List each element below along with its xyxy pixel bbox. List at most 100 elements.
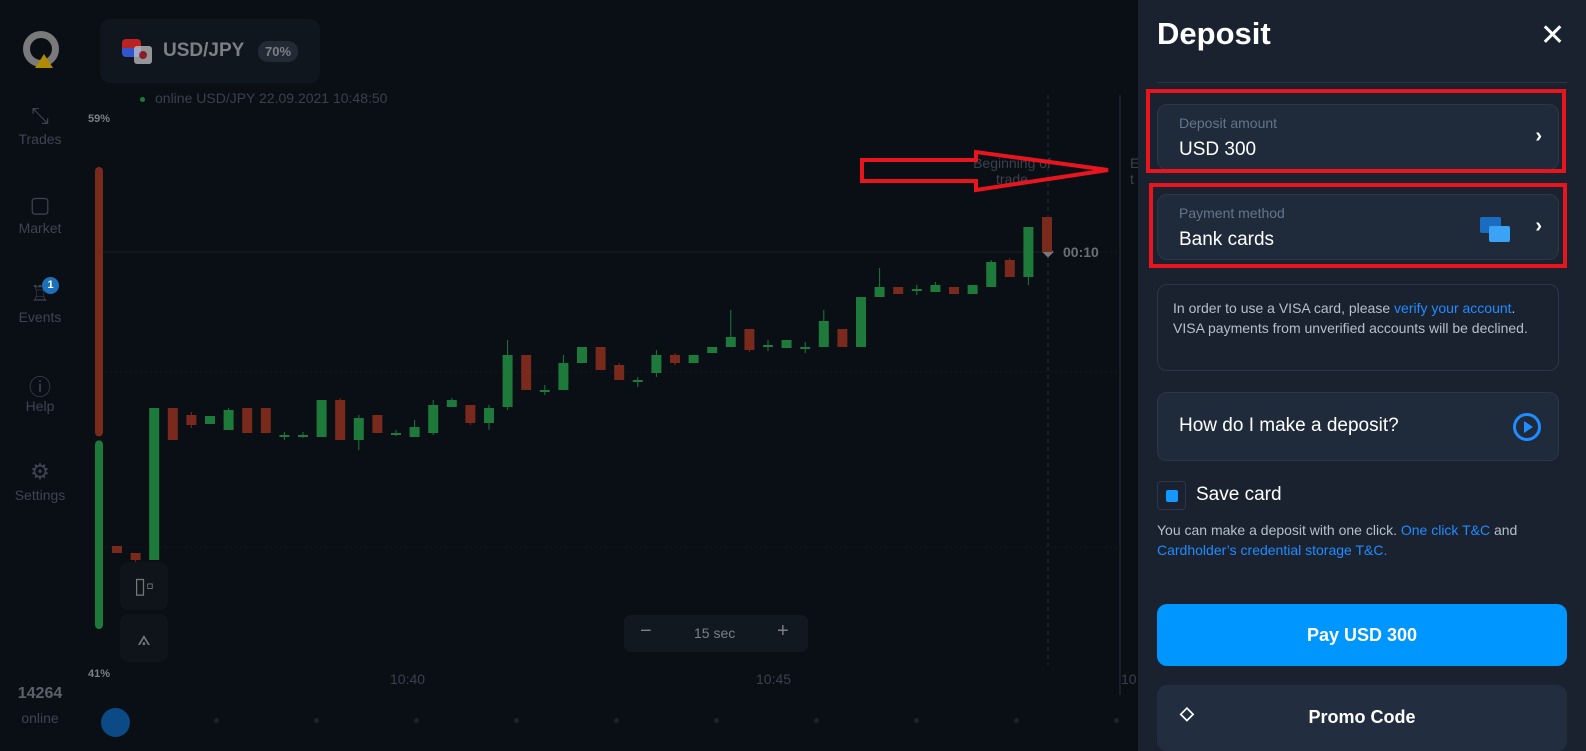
candlestick-chart[interactable] bbox=[80, 95, 1140, 695]
timeframe-control: − 15 sec + bbox=[624, 615, 808, 652]
candle bbox=[502, 355, 513, 407]
candle bbox=[186, 415, 197, 425]
how-label: How do I make a deposit? bbox=[1179, 415, 1399, 436]
chevron-right-icon: › bbox=[1535, 215, 1542, 237]
x-tick: 10:40 bbox=[390, 671, 426, 687]
timeframe-minus-button[interactable]: − bbox=[640, 620, 652, 642]
candle bbox=[353, 418, 364, 440]
candle bbox=[577, 347, 587, 363]
promo-code-button[interactable]: ◇ Promo Code bbox=[1157, 685, 1567, 751]
candles-icon: ▯▫ bbox=[134, 573, 154, 598]
sentiment-sell-bar bbox=[95, 167, 103, 437]
drawing-tools-button[interactable]: ⟑ bbox=[120, 614, 168, 662]
timeline-dot bbox=[514, 718, 519, 723]
gear-icon: ⚙ bbox=[30, 459, 50, 484]
trophy-icon: ♖ bbox=[30, 281, 50, 306]
payment-method-field[interactable]: Payment method Bank cards › bbox=[1157, 194, 1559, 260]
highlight-box bbox=[1149, 183, 1567, 268]
countdown: 00:10 bbox=[1063, 244, 1099, 260]
candle bbox=[446, 400, 457, 407]
chevron-right-icon: › bbox=[1535, 125, 1542, 147]
sentiment-down-label: 41% bbox=[88, 668, 111, 680]
online-label: online bbox=[21, 710, 59, 726]
events-badge: 1 bbox=[42, 277, 59, 294]
one-click-tc-link[interactable]: One click T&C bbox=[1400, 522, 1491, 538]
sidebar-item-label: Trades bbox=[18, 131, 62, 147]
timeline-dot bbox=[214, 718, 219, 723]
chart-type-button[interactable]: ▯▫ bbox=[120, 562, 168, 610]
sidebar-item-label: Help bbox=[25, 398, 55, 414]
sidebar-item-label: Market bbox=[18, 220, 62, 236]
x-tick: 10:45 bbox=[756, 671, 792, 687]
timeframe-plus-button[interactable]: + bbox=[777, 620, 789, 642]
online-count: 14264 bbox=[17, 685, 63, 702]
asset-status: online USD/JPY 22.09.2021 10:48:50 bbox=[140, 90, 387, 106]
field-label: Deposit amount bbox=[1179, 115, 1278, 131]
timeline-dot bbox=[714, 718, 719, 723]
asset-name: USD/JPY bbox=[163, 40, 245, 61]
logo[interactable] bbox=[23, 31, 59, 68]
save-card-checkbox[interactable] bbox=[1157, 481, 1186, 510]
jp-flag-icon bbox=[134, 46, 152, 64]
candle bbox=[521, 355, 532, 390]
timeline-dot bbox=[314, 718, 319, 723]
candle bbox=[744, 329, 755, 350]
sentiment-up-label: 59% bbox=[88, 113, 111, 125]
candle bbox=[223, 410, 234, 430]
promo-label: Promo Code bbox=[1308, 707, 1416, 727]
candle bbox=[279, 435, 290, 437]
timeline-dot bbox=[814, 718, 819, 723]
compass-icon: ⟑ bbox=[137, 625, 151, 650]
one-click-note: You can make a deposit with one click. O… bbox=[1157, 520, 1567, 560]
candle bbox=[316, 400, 327, 437]
candle bbox=[800, 347, 811, 349]
info-text: In order to use a VISA card, please bbox=[1173, 300, 1395, 316]
candle bbox=[335, 400, 346, 440]
candle bbox=[260, 408, 271, 433]
candle bbox=[484, 408, 494, 423]
pay-button[interactable]: Pay USD 300 bbox=[1157, 604, 1567, 666]
candle bbox=[632, 380, 643, 382]
timeline-dot bbox=[914, 718, 919, 723]
candle bbox=[818, 321, 829, 347]
candle bbox=[651, 355, 662, 373]
candle bbox=[930, 285, 941, 292]
candle bbox=[763, 345, 773, 347]
sidebar-item-trades[interactable]: ⤡ Trades bbox=[0, 103, 80, 147]
deposit-amount-field[interactable]: Deposit amount USD 300 › bbox=[1157, 104, 1559, 170]
candle bbox=[428, 405, 439, 433]
timeframe-value: 15 sec bbox=[694, 625, 736, 641]
diamond-icon: ◇ bbox=[1180, 703, 1194, 723]
field-value: Bank cards bbox=[1179, 229, 1275, 250]
candle bbox=[837, 329, 848, 347]
how-to-deposit-button[interactable]: How do I make a deposit? bbox=[1157, 392, 1559, 461]
candle bbox=[205, 416, 215, 424]
sentiment-buy-bar bbox=[95, 440, 103, 629]
candle bbox=[391, 433, 401, 435]
credential-storage-tc-link[interactable]: Cardholder’s credential storage T&C. bbox=[1157, 542, 1388, 558]
save-card-label[interactable]: Save card bbox=[1196, 484, 1282, 505]
sidebar: ⤡ Trades ▢ Market ♖ 1 Events ⓘ Help ⚙ Settings… bbox=[0, 0, 80, 751]
verify-account-link[interactable]: verify your account bbox=[1394, 300, 1512, 316]
sidebar-item-market[interactable]: ▢ Market bbox=[0, 192, 80, 236]
online-dot-icon bbox=[140, 96, 145, 102]
note-text: and bbox=[1490, 522, 1518, 538]
candle bbox=[465, 405, 476, 423]
help-icon: ⓘ bbox=[28, 375, 51, 400]
sidebar-item-help[interactable]: ⓘ Help bbox=[0, 370, 80, 414]
candle bbox=[1042, 217, 1052, 252]
candle bbox=[112, 546, 122, 553]
sidebar-item-events[interactable]: ♖ 1 Events bbox=[0, 277, 80, 325]
asset-selector[interactable]: USD/JPY 70% bbox=[100, 19, 320, 83]
chart-fab-button[interactable] bbox=[101, 708, 130, 737]
candle bbox=[949, 287, 959, 294]
candle bbox=[874, 287, 885, 297]
candle bbox=[986, 262, 997, 287]
note-text: You can make a deposit with one click. bbox=[1157, 522, 1401, 538]
expiration-label: E t bbox=[1130, 155, 1140, 187]
candle bbox=[242, 408, 253, 433]
close-icon[interactable]: ✕ bbox=[1540, 19, 1566, 52]
panel-title: Deposit bbox=[1157, 16, 1271, 51]
sidebar-item-settings[interactable]: ⚙ Settings bbox=[0, 459, 80, 503]
candle bbox=[707, 347, 718, 353]
